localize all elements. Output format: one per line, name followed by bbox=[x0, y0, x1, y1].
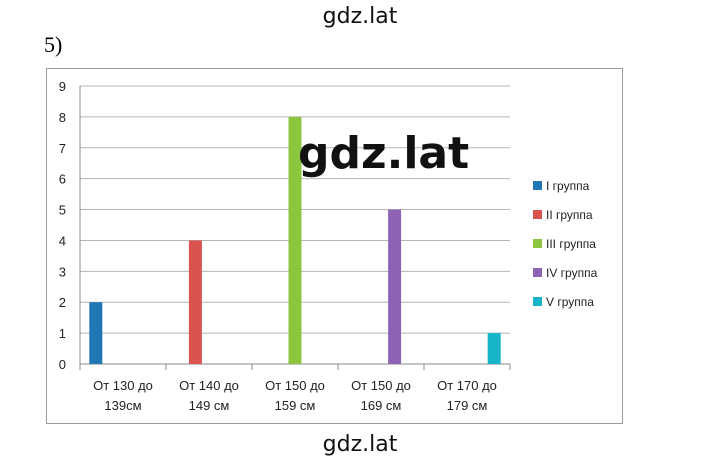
legend-label: V группа bbox=[546, 295, 594, 309]
legend-label: III группа bbox=[546, 237, 596, 251]
bar bbox=[288, 116, 302, 364]
x-category-label: От 150 до 169 см bbox=[351, 378, 411, 413]
y-axis-ticks: 0 1 2 3 4 5 6 7 8 9 bbox=[59, 79, 66, 372]
y-tick-label: 9 bbox=[59, 79, 66, 94]
legend-label: I группа bbox=[546, 179, 590, 193]
chart-frame bbox=[46, 68, 623, 424]
x-category-label: От 130 до 139см bbox=[93, 378, 153, 413]
legend-label: II группа bbox=[546, 208, 593, 222]
task-number: 5) bbox=[44, 32, 63, 57]
y-tick-label: 8 bbox=[59, 110, 66, 125]
bars bbox=[89, 116, 501, 364]
x-category-label: От 170 до 179 см bbox=[437, 378, 497, 413]
bar bbox=[388, 209, 402, 364]
legend-swatch bbox=[533, 181, 542, 190]
y-tick-label: 2 bbox=[59, 295, 66, 310]
watermark-bottom: gdz.lat bbox=[322, 432, 398, 457]
y-tick-label: 7 bbox=[59, 141, 66, 156]
x-axis-categories: От 130 до 139см От 140 до 149 см От 150 до 15… bbox=[93, 378, 497, 413]
bar bbox=[487, 333, 501, 364]
y-tick-label: 4 bbox=[59, 233, 66, 248]
x-category-label: От 140 до 149 см bbox=[179, 378, 239, 413]
y-tick-label: 6 bbox=[59, 172, 66, 187]
y-tick-label: 3 bbox=[59, 264, 66, 279]
y-tick-label: 1 bbox=[59, 326, 66, 341]
bar bbox=[89, 302, 103, 364]
x-axis bbox=[79, 86, 511, 370]
legend: I группа II группа III группа IV группа V гр… bbox=[533, 179, 598, 309]
legend-swatch bbox=[533, 268, 542, 277]
bar bbox=[188, 240, 202, 364]
watermark-middle: gdz.lat bbox=[298, 128, 470, 179]
legend-swatch bbox=[533, 210, 542, 219]
watermark-top: gdz.lat bbox=[322, 4, 398, 29]
legend-label: IV группа bbox=[546, 266, 598, 280]
y-tick-label: 5 bbox=[59, 203, 66, 218]
legend-swatch bbox=[533, 297, 542, 306]
legend-swatch bbox=[533, 239, 542, 248]
y-tick-label: 0 bbox=[59, 357, 66, 372]
x-category-label: От 150 до 159 см bbox=[265, 378, 325, 413]
